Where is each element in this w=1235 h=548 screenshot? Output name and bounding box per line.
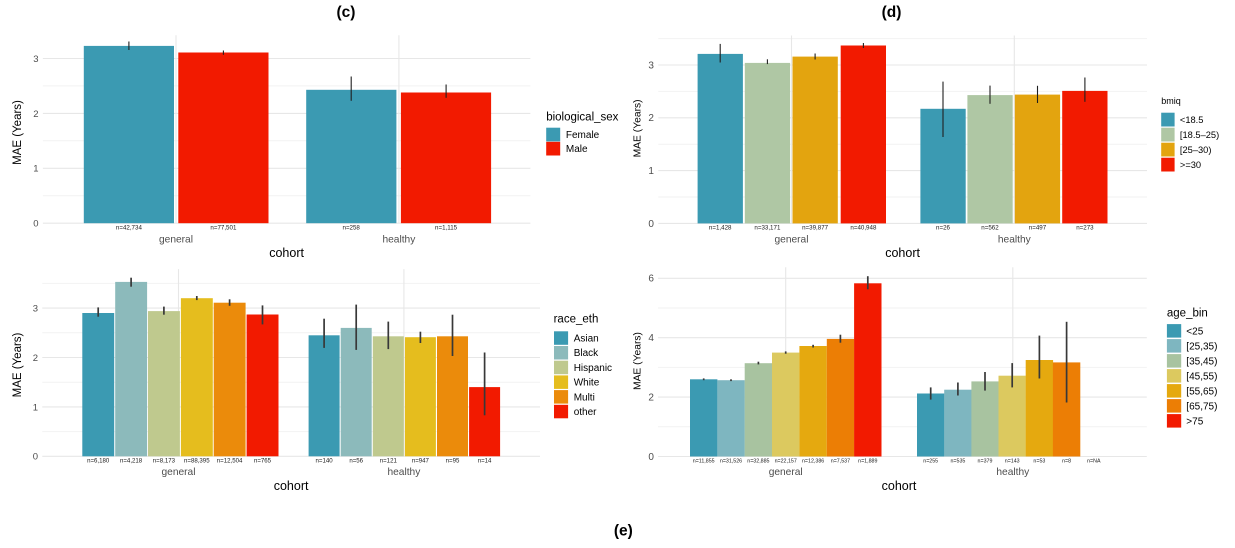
svg-text:[35,45): [35,45) (1186, 356, 1217, 367)
svg-text:[18.5–25): [18.5–25) (1180, 130, 1219, 140)
svg-text:n=255: n=255 (923, 459, 938, 465)
svg-text:n=1,115: n=1,115 (435, 225, 458, 232)
svg-text:n=42,734: n=42,734 (116, 225, 143, 232)
svg-text:other: other (574, 407, 597, 418)
svg-text:Black: Black (574, 348, 599, 359)
svg-text:healthy: healthy (996, 467, 1030, 478)
svg-text:>=30: >=30 (1180, 160, 1201, 170)
svg-text:2: 2 (648, 113, 654, 124)
svg-text:n=947: n=947 (412, 458, 430, 465)
svg-text:healthy: healthy (998, 235, 1032, 246)
svg-text:n=40,948: n=40,948 (850, 225, 877, 232)
svg-text:n=26: n=26 (936, 225, 950, 232)
svg-text:MAE (Years): MAE (Years) (632, 332, 643, 390)
svg-text:cohort: cohort (885, 246, 920, 260)
svg-text:n=88,395: n=88,395 (184, 458, 210, 465)
svg-text:n=11,855: n=11,855 (693, 459, 715, 465)
svg-text:Hispanic: Hispanic (574, 363, 612, 374)
svg-text:1: 1 (33, 402, 38, 413)
svg-text:n=7,537: n=7,537 (831, 459, 850, 465)
svg-text:cohort: cohort (269, 246, 304, 260)
svg-text:6: 6 (648, 274, 654, 285)
svg-text:0: 0 (33, 452, 38, 463)
svg-text:general: general (769, 467, 803, 478)
svg-text:n=12,504: n=12,504 (217, 458, 243, 465)
svg-text:3: 3 (33, 304, 38, 315)
svg-text:n=31,526: n=31,526 (720, 459, 742, 465)
svg-text:MAE (Years): MAE (Years) (12, 332, 24, 397)
svg-text:(c): (c) (337, 4, 356, 21)
svg-text:>75: >75 (1186, 416, 1203, 427)
svg-text:(d): (d) (882, 4, 902, 21)
svg-text:healthy: healthy (382, 235, 416, 246)
svg-text:n=77,501: n=77,501 (210, 225, 237, 232)
svg-text:race_eth: race_eth (554, 314, 599, 326)
svg-text:general: general (162, 467, 196, 478)
svg-text:[25–30): [25–30) (1180, 145, 1212, 155)
svg-text:[65,75): [65,75) (1186, 401, 1217, 412)
svg-text:n=53: n=53 (1033, 459, 1045, 465)
svg-text:2: 2 (648, 393, 654, 404)
svg-text:n=8: n=8 (1062, 459, 1071, 465)
svg-text:bmiq: bmiq (1161, 96, 1181, 106)
svg-text:1: 1 (648, 166, 654, 177)
svg-text:n=273: n=273 (1076, 225, 1094, 232)
svg-text:0: 0 (648, 219, 654, 230)
svg-text:n=NA: n=NA (1087, 459, 1101, 465)
svg-text:general: general (775, 235, 809, 246)
svg-text:MAE (Years): MAE (Years) (12, 100, 24, 165)
svg-text:n=8,173: n=8,173 (153, 458, 176, 465)
svg-text:n=1,889: n=1,889 (858, 459, 877, 465)
svg-text:n=32,885: n=32,885 (747, 459, 769, 465)
svg-text:n=12,386: n=12,386 (802, 459, 824, 465)
svg-text:White: White (574, 378, 600, 389)
svg-text:n=121: n=121 (380, 458, 398, 465)
svg-text:[25,35): [25,35) (1186, 341, 1217, 352)
svg-text:[55,65): [55,65) (1186, 386, 1217, 397)
svg-text:n=4,218: n=4,218 (120, 458, 143, 465)
svg-text:biological_sex: biological_sex (546, 111, 618, 123)
svg-text:<25: <25 (1186, 326, 1203, 337)
svg-text:Multi: Multi (574, 392, 595, 403)
svg-text:n=765: n=765 (254, 458, 272, 465)
svg-text:cohort: cohort (882, 479, 917, 493)
svg-text:Asian: Asian (574, 334, 599, 345)
svg-text:Female: Female (566, 130, 600, 141)
svg-text:MAE (Years): MAE (Years) (632, 99, 643, 157)
svg-text:age_bin: age_bin (1167, 308, 1208, 320)
svg-text:<18.5: <18.5 (1180, 115, 1204, 125)
svg-text:4: 4 (648, 333, 654, 344)
svg-text:n=14: n=14 (478, 458, 492, 465)
svg-text:healthy: healthy (387, 467, 421, 478)
svg-text:1: 1 (33, 164, 38, 175)
svg-text:n=258: n=258 (343, 225, 361, 232)
svg-text:0: 0 (648, 452, 654, 463)
svg-text:3: 3 (648, 60, 654, 71)
svg-text:n=1,428: n=1,428 (709, 225, 732, 232)
svg-text:n=22,157: n=22,157 (775, 459, 797, 465)
svg-text:n=33,171: n=33,171 (754, 225, 781, 232)
svg-text:2: 2 (33, 109, 38, 120)
svg-text:n=39,877: n=39,877 (802, 225, 829, 232)
svg-text:[45,55): [45,55) (1186, 371, 1217, 382)
svg-text:n=379: n=379 (978, 459, 993, 465)
svg-text:general: general (159, 235, 193, 246)
svg-text:n=562: n=562 (981, 225, 999, 232)
svg-text:0: 0 (33, 219, 38, 230)
svg-text:3: 3 (33, 54, 38, 65)
svg-text:n=143: n=143 (1005, 459, 1020, 465)
svg-text:n=140: n=140 (316, 458, 334, 465)
svg-text:n=535: n=535 (950, 459, 965, 465)
svg-text:n=95: n=95 (446, 458, 460, 465)
svg-text:(e): (e) (614, 523, 633, 540)
svg-text:n=497: n=497 (1029, 225, 1047, 232)
svg-text:2: 2 (33, 353, 38, 364)
svg-text:cohort: cohort (274, 479, 309, 493)
svg-text:n=6,180: n=6,180 (87, 458, 110, 465)
svg-text:n=56: n=56 (349, 458, 363, 465)
svg-text:Male: Male (566, 144, 588, 155)
